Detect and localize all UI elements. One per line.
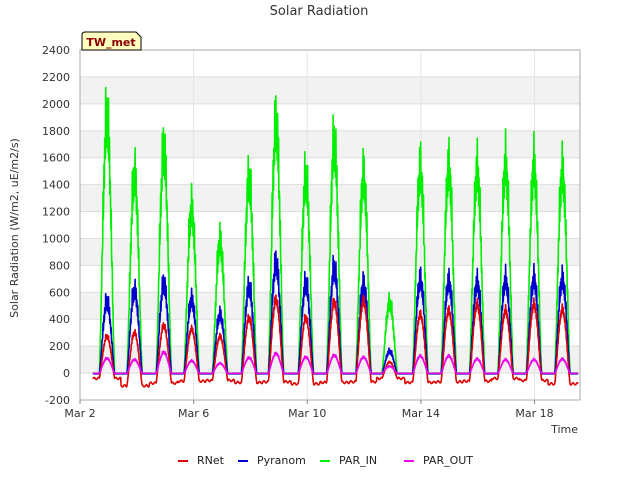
legend-label: RNet	[197, 454, 225, 467]
series-line-rnet	[92, 294, 579, 388]
y-tick-label: 0	[63, 367, 70, 380]
chart-title: Solar Radiation	[270, 4, 369, 19]
station-label: TW_met	[86, 36, 135, 49]
y-tick-label: 2000	[42, 98, 70, 111]
grid-band	[80, 76, 580, 104]
x-tick-label: Mar 18	[515, 407, 553, 420]
y-tick-label: 200	[49, 340, 70, 353]
x-tick-label: Mar 14	[402, 407, 440, 420]
y-tick-label: 400	[49, 313, 70, 326]
y-tick-label: 1200	[42, 206, 70, 219]
y-tick-label: 1400	[42, 179, 70, 192]
y-tick-label: -200	[45, 394, 70, 407]
y-tick-label: 1000	[42, 232, 70, 245]
y-tick-label: 800	[49, 259, 70, 272]
x-axis-label: Time	[550, 423, 578, 436]
x-tick-label: Mar 2	[64, 407, 95, 420]
series-layer	[92, 86, 579, 388]
y-tick-labels: -200 0 200 400 600 800 1000 1200 1400 1600 1800 200…	[42, 44, 70, 407]
x-tick-label: Mar 6	[178, 407, 209, 420]
x-tick-labels: Mar 2 Mar 6 Mar 10 Mar 14 Mar 18	[64, 400, 554, 420]
y-tick-label: 600	[49, 286, 70, 299]
y-tick-label: 2200	[42, 71, 70, 84]
station-badge-box	[81, 31, 142, 51]
y-tick-label: 1800	[42, 125, 70, 138]
legend-label: PAR_IN	[339, 454, 377, 467]
series-line-par-out	[92, 350, 579, 375]
station-badge: TW_met	[81, 31, 142, 51]
y-axis-label: Solar Radiation (W/m2, uE/m2/s)	[8, 138, 21, 318]
legend: RNet Pyranom PAR_IN PAR_OUT	[178, 454, 473, 467]
legend-label: PAR_OUT	[423, 454, 473, 467]
x-tick-label: Mar 10	[288, 407, 326, 420]
legend-label: Pyranom	[257, 454, 306, 467]
axes	[79, 49, 581, 401]
plot-frame	[79, 49, 581, 401]
y-tick-label: 1600	[42, 152, 70, 165]
y-tick-label: 2400	[42, 44, 70, 57]
